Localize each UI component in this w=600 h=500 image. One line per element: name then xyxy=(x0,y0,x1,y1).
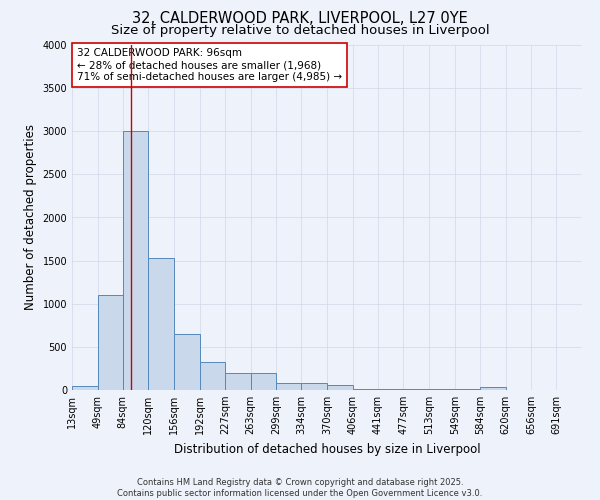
Bar xyxy=(327,385,353,390)
Text: 32 CALDERWOOD PARK: 96sqm
← 28% of detached houses are smaller (1,968)
71% of se: 32 CALDERWOOD PARK: 96sqm ← 28% of detac… xyxy=(77,48,342,82)
Text: 32, CALDERWOOD PARK, LIVERPOOL, L27 0YE: 32, CALDERWOOD PARK, LIVERPOOL, L27 0YE xyxy=(132,11,468,26)
Text: Size of property relative to detached houses in Liverpool: Size of property relative to detached ho… xyxy=(110,24,490,37)
Bar xyxy=(148,258,174,390)
Bar xyxy=(72,386,98,390)
Bar xyxy=(353,389,378,390)
Text: Contains HM Land Registry data © Crown copyright and database right 2025.
Contai: Contains HM Land Registry data © Crown c… xyxy=(118,478,482,498)
Bar xyxy=(403,389,429,390)
Bar xyxy=(429,389,455,390)
X-axis label: Distribution of detached houses by size in Liverpool: Distribution of detached houses by size … xyxy=(173,442,481,456)
Bar xyxy=(225,373,251,390)
Bar xyxy=(98,295,123,390)
Bar xyxy=(251,373,276,390)
Bar xyxy=(200,362,225,390)
Bar xyxy=(378,389,403,390)
Bar xyxy=(276,383,301,390)
Bar xyxy=(455,389,480,390)
Bar xyxy=(301,383,327,390)
Bar xyxy=(174,334,200,390)
Bar xyxy=(123,131,148,390)
Y-axis label: Number of detached properties: Number of detached properties xyxy=(24,124,37,310)
Bar xyxy=(480,388,506,390)
